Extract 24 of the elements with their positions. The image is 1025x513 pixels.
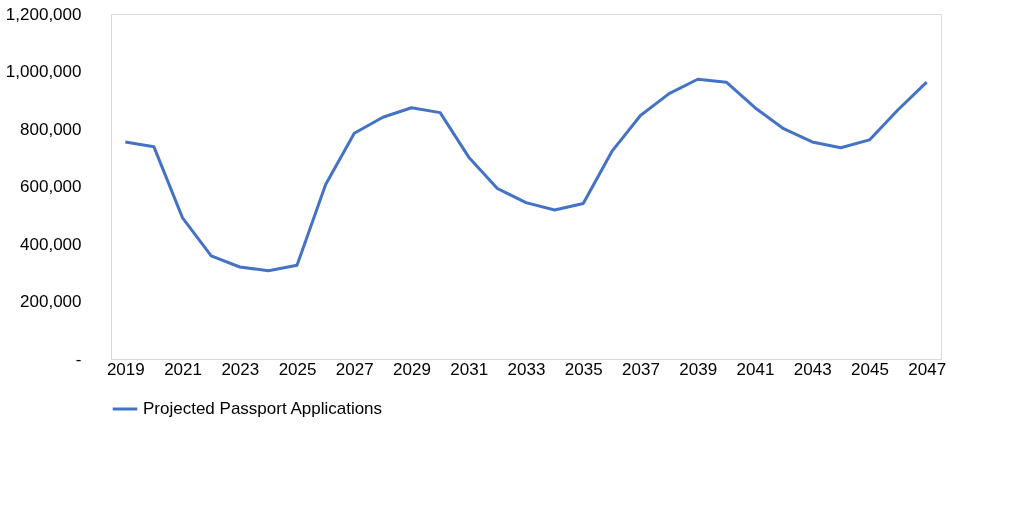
y-tick-label: 200,000 — [20, 292, 82, 311]
x-tick-label: 2019 — [106, 359, 145, 379]
x-tick-label: 2045 — [851, 359, 889, 379]
x-tick-label: 2023 — [221, 359, 260, 379]
x-tick-label: 2031 — [450, 359, 489, 379]
y-tick-label: 800,000 — [20, 119, 82, 139]
legend-label: Projected Passport Applications — [143, 399, 383, 418]
x-tick-label: 2027 — [335, 359, 374, 379]
y-tick-label: 600,000 — [20, 177, 82, 196]
x-tick-label: 2047 — [908, 359, 947, 379]
x-tick-label: 2039 — [679, 359, 718, 379]
x-tick-label: 2041 — [736, 359, 775, 379]
x-tick-label: 2021 — [164, 359, 202, 379]
line-series — [123, 77, 929, 273]
y-tick-label: 1,200,000 — [5, 4, 82, 24]
x-tick-label: 2033 — [507, 359, 546, 379]
x-tick-label: 2035 — [564, 359, 603, 379]
x-tick-label: 2037 — [622, 359, 660, 379]
x-tick-label: 2043 — [793, 359, 832, 379]
x-tick-label: 2029 — [393, 359, 431, 379]
y-tick-label: 400,000 — [20, 234, 82, 254]
x-tick-label: 2025 — [278, 359, 317, 379]
y-tick-label: 1,000,000 — [5, 62, 82, 81]
y-tick-label: - — [75, 349, 82, 369]
